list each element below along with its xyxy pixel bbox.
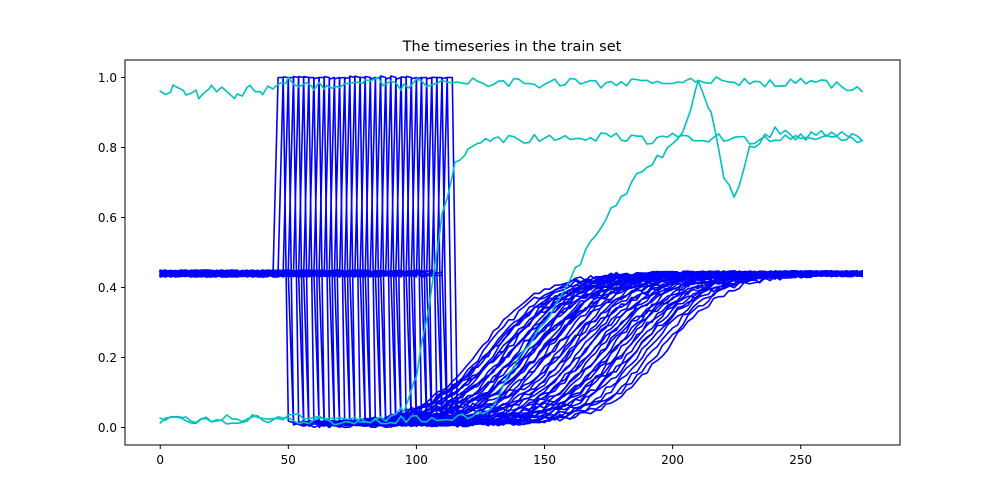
cyan-series-3-line: [159, 80, 864, 426]
series-layer: [159, 75, 864, 429]
blue-series-b-line: [159, 269, 864, 425]
blue-series-b-line: [159, 269, 864, 424]
plot-frame: [124, 59, 901, 446]
blue-series-a-line: [159, 76, 864, 429]
axes-layer: 0 50 100 150 200 250 0.0 0.2 0.4 0.6 0.8 1.0: [98, 59, 901, 467]
y-tick-label: 0.2: [98, 351, 117, 365]
blue-series-a-line: [159, 76, 864, 429]
blue-series-b-line: [159, 269, 864, 423]
y-tick-label: 0.8: [98, 141, 117, 155]
x-tick-label: 250: [789, 453, 812, 467]
y-tick-label: 1.0: [98, 71, 117, 85]
x-tick-label: 150: [533, 453, 556, 467]
x-tick-label: 50: [281, 453, 296, 467]
cyan-series-1-line: [159, 76, 864, 100]
x-tick-label: 100: [405, 453, 428, 467]
y-tick-label: 0.6: [98, 211, 117, 225]
x-tick-label: 200: [661, 453, 684, 467]
blue-series-b-line: [159, 269, 864, 428]
y-tick-label: 0.0: [98, 421, 117, 435]
chart-title: The timeseries in the train set: [402, 39, 622, 55]
y-tick-label: 0.4: [98, 281, 117, 295]
blue-series-a-line: [159, 76, 864, 429]
x-tick-label: 0: [156, 453, 164, 467]
